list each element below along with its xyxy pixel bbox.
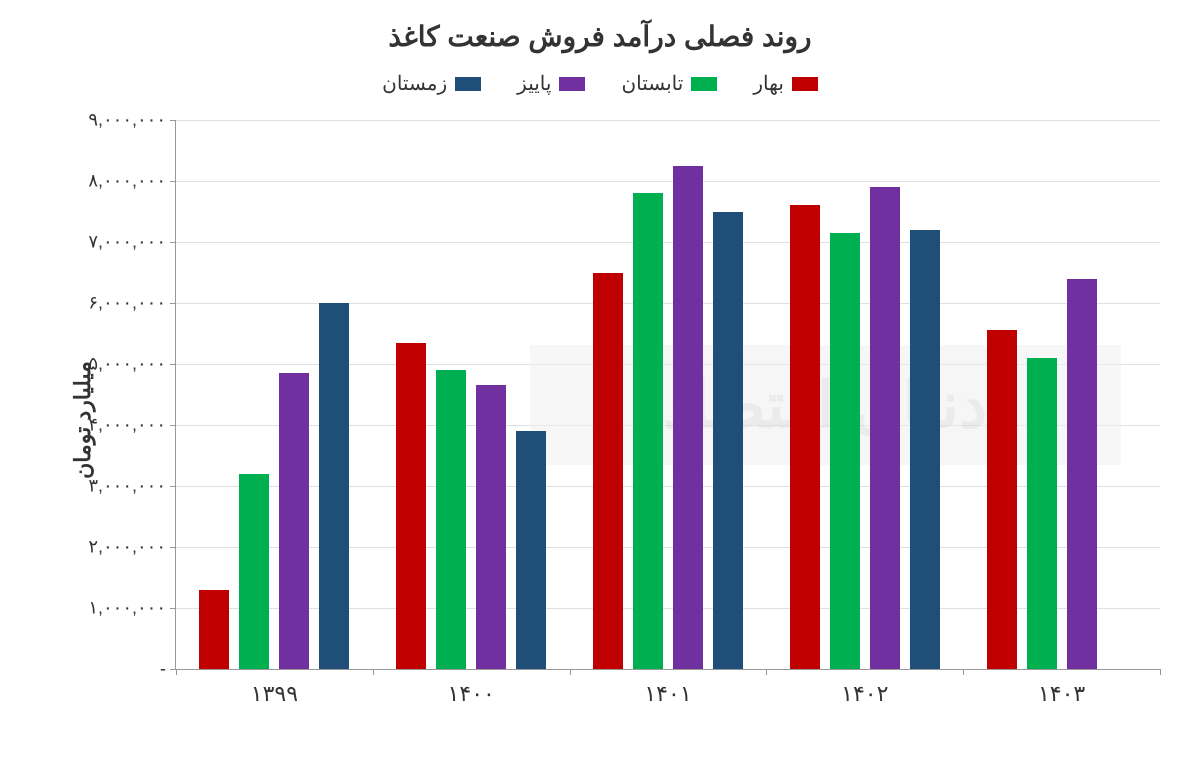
legend: بهار تابستان پاییز زمستان	[30, 71, 1170, 96]
legend-swatch	[559, 77, 585, 91]
bar	[279, 373, 309, 669]
bar	[987, 330, 1017, 669]
bar	[436, 370, 466, 669]
legend-item: تابستان	[621, 71, 717, 96]
legend-swatch	[792, 77, 818, 91]
y-tick-label: ۵,۰۰۰,۰۰۰	[88, 354, 176, 375]
x-tick-mark	[176, 669, 177, 675]
bar	[1067, 279, 1097, 669]
y-tick-label: ۷,۰۰۰,۰۰۰	[88, 232, 176, 253]
bar	[239, 474, 269, 669]
plot: دنیای اقتصاد -۱,۰۰۰,۰۰۰۲,۰۰۰,۰۰۰۳,۰۰۰,۰۰…	[175, 120, 1160, 670]
x-tick-mark	[373, 669, 374, 675]
x-tick-label: ۱۴۰۲	[841, 669, 888, 707]
legend-item: پاییز	[517, 71, 585, 96]
bar	[1027, 358, 1057, 669]
bar	[396, 343, 426, 669]
bar	[910, 230, 940, 669]
y-tick-mark	[170, 242, 176, 243]
y-tick-label: ۲,۰۰۰,۰۰۰	[88, 537, 176, 558]
y-tick-label: ۸,۰۰۰,۰۰۰	[88, 171, 176, 192]
y-tick-mark	[170, 608, 176, 609]
x-tick-label: ۱۴۰۱	[644, 669, 691, 707]
legend-swatch	[455, 77, 481, 91]
y-tick-mark	[170, 181, 176, 182]
x-tick-label: ۱۴۰۰	[448, 669, 495, 707]
legend-swatch	[691, 77, 717, 91]
plot-area: میلیارد تومان دنیای اقتصاد -۱,۰۰۰,۰۰۰۲,۰…	[30, 120, 1170, 720]
x-tick-label: ۱۳۹۹	[251, 669, 298, 707]
y-tick-mark	[170, 303, 176, 304]
legend-item: زمستان	[382, 71, 481, 96]
bar	[476, 385, 506, 669]
bar	[870, 187, 900, 669]
bar	[633, 193, 663, 669]
legend-item: بهار	[753, 71, 818, 96]
x-tick-mark	[963, 669, 964, 675]
x-tick-mark	[1160, 669, 1161, 675]
bar	[790, 205, 820, 669]
bar	[199, 590, 229, 669]
legend-label: تابستان	[621, 71, 683, 96]
y-tick-mark	[170, 547, 176, 548]
legend-label: زمستان	[382, 71, 447, 96]
legend-label: بهار	[753, 71, 784, 96]
chart-container: روند فصلی درآمد فروش صنعت کاغذ بهار تابس…	[0, 0, 1200, 782]
y-tick-label: ۳,۰۰۰,۰۰۰	[88, 476, 176, 497]
y-tick-mark	[170, 425, 176, 426]
y-tick-label: ۶,۰۰۰,۰۰۰	[88, 293, 176, 314]
x-tick-label: ۱۴۰۳	[1038, 669, 1085, 707]
bars-area	[176, 120, 1160, 669]
y-tick-label: ۹,۰۰۰,۰۰۰	[88, 110, 176, 131]
legend-label: پاییز	[517, 71, 551, 96]
y-tick-label: ۴,۰۰۰,۰۰۰	[88, 415, 176, 436]
bar	[713, 212, 743, 670]
y-tick-mark	[170, 120, 176, 121]
x-tick-mark	[766, 669, 767, 675]
y-tick-mark	[170, 486, 176, 487]
chart-title: روند فصلی درآمد فروش صنعت کاغذ	[30, 20, 1170, 53]
bar	[516, 431, 546, 669]
x-tick-mark	[570, 669, 571, 675]
bar	[593, 273, 623, 670]
bar	[673, 166, 703, 669]
y-tick-label: ۱,۰۰۰,۰۰۰	[88, 598, 176, 619]
bar	[830, 233, 860, 669]
y-tick-mark	[170, 364, 176, 365]
bar	[319, 303, 349, 669]
